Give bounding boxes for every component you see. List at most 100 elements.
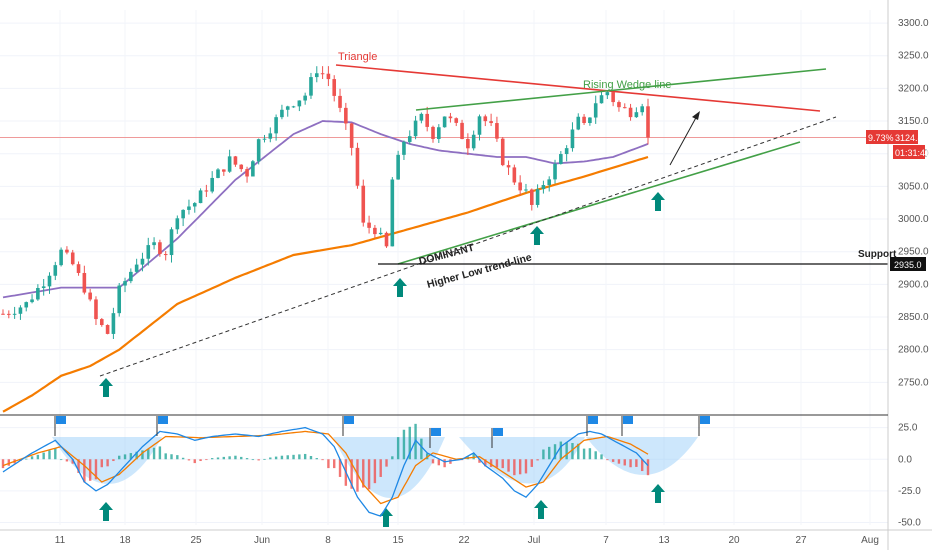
candle-body	[588, 117, 592, 124]
up-arrow	[530, 226, 544, 245]
candle-body	[204, 190, 209, 192]
up-arrow	[393, 278, 407, 297]
histogram-bar	[303, 453, 307, 460]
histogram-bar	[298, 454, 301, 460]
oscillator-bowl	[333, 437, 445, 498]
histogram-bar	[216, 457, 220, 460]
candle-body	[344, 107, 348, 124]
y-tick-label: 2750.0	[898, 377, 929, 388]
histogram-bar	[123, 454, 127, 460]
histogram-bar	[77, 459, 80, 473]
histogram-bar	[588, 448, 592, 460]
osc-up-arrow	[651, 484, 665, 503]
histogram-bar	[408, 426, 411, 460]
countdown-box	[893, 145, 925, 159]
x-tick-label: 27	[795, 535, 807, 546]
histogram-bar	[431, 459, 435, 464]
candle-body	[210, 177, 214, 192]
candle-body	[477, 116, 482, 135]
histogram-bar	[518, 459, 522, 475]
up-arrow	[99, 378, 113, 397]
flag-icon	[158, 416, 168, 424]
trend-lines	[99, 64, 888, 527]
candle-body	[535, 189, 540, 205]
candle-body	[611, 92, 615, 103]
candle-body	[547, 179, 552, 186]
support-tag-box	[890, 257, 926, 271]
candle-body	[570, 129, 575, 149]
histogram-bar	[524, 459, 528, 474]
candle-body	[146, 245, 151, 259]
histogram-bar	[362, 459, 365, 488]
histogram-bar	[129, 453, 133, 460]
histogram-bar	[350, 459, 353, 489]
histogram-bar	[617, 459, 621, 464]
candle-body	[7, 313, 11, 315]
y-tick-label: 3050.0	[898, 181, 929, 192]
candle-body	[437, 127, 441, 139]
histogram-bar	[507, 459, 510, 472]
x-tick-label: Jul	[528, 535, 541, 546]
flag-icon	[493, 428, 503, 436]
histogram-bar	[379, 459, 382, 477]
histogram-bar	[263, 458, 266, 460]
y-tick-label: 3250.0	[898, 51, 929, 62]
x-tick-label: 20	[728, 535, 740, 546]
histogram-bar	[280, 455, 284, 460]
candle-body	[448, 116, 453, 119]
histogram-bar	[367, 459, 371, 490]
histogram-bar	[425, 453, 429, 460]
rising-wedge-line	[415, 68, 827, 111]
candle-body	[454, 118, 459, 123]
histogram-bar	[501, 459, 504, 469]
candle-body	[303, 95, 307, 101]
y-tick-label: 2900.0	[898, 279, 929, 290]
candle-body	[582, 116, 586, 124]
price-tags: 9.73% 3124.8 01:31:41 2935.0	[866, 130, 930, 271]
flag-icon	[431, 428, 441, 436]
flag-icon	[623, 416, 633, 424]
oscillator-bowl	[586, 437, 698, 475]
candle-body	[634, 112, 639, 118]
x-tick-label: 18	[119, 535, 131, 546]
histogram-bar	[42, 452, 45, 460]
candle-body	[280, 109, 284, 118]
candle-body	[88, 292, 92, 300]
histogram-bar	[54, 448, 57, 460]
histogram-bar	[333, 459, 336, 469]
candle-body	[70, 252, 75, 265]
candle-body	[646, 106, 650, 138]
candle-body	[268, 133, 273, 139]
histogram-bar	[292, 454, 295, 460]
candle-body	[349, 123, 354, 148]
candle-body	[82, 272, 87, 293]
histogram-bar	[83, 459, 86, 483]
candle-body	[564, 148, 569, 155]
y-tick-label: 3200.0	[898, 83, 929, 94]
candle-body	[274, 117, 278, 134]
histogram-bar	[437, 459, 441, 466]
osc-up-arrow	[379, 508, 393, 527]
x-tick-label: 11	[55, 535, 66, 546]
candle-body	[140, 258, 145, 265]
histogram-bar	[257, 459, 260, 461]
osc-tick-label: -25.0	[898, 486, 921, 497]
histogram-bar	[222, 456, 226, 460]
histogram-bar	[420, 438, 423, 460]
candle-body	[442, 116, 447, 128]
histogram-bar	[286, 455, 289, 460]
histogram-bar	[484, 459, 487, 467]
histogram-bar	[106, 459, 109, 467]
candle-body	[222, 169, 226, 172]
histogram-bar	[606, 459, 609, 461]
histogram-bar	[245, 458, 249, 460]
macd-line	[2, 426, 649, 517]
histogram-bar	[582, 448, 586, 460]
candle-body	[175, 218, 180, 230]
candle-body	[105, 325, 110, 334]
oscillator-pane	[1, 416, 710, 517]
candle-body	[483, 116, 488, 122]
candle-body	[512, 167, 517, 183]
y-tick-label: 2850.0	[898, 312, 929, 323]
candle-body	[12, 313, 17, 315]
